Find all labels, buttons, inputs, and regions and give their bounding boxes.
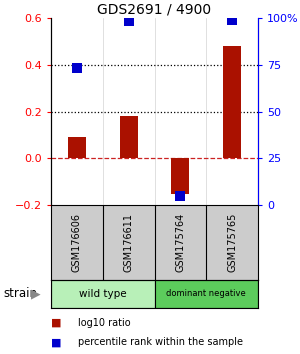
Text: percentile rank within the sample: percentile rank within the sample <box>78 337 243 348</box>
Bar <box>223 46 241 159</box>
Text: log10 ratio: log10 ratio <box>78 318 130 328</box>
Bar <box>120 116 138 159</box>
Bar <box>171 159 189 194</box>
Point <box>126 19 131 24</box>
Text: ▶: ▶ <box>31 287 41 300</box>
Text: ■: ■ <box>51 318 62 328</box>
Text: wild type: wild type <box>79 289 127 299</box>
Text: strain: strain <box>3 287 37 300</box>
Text: GSM175765: GSM175765 <box>227 213 237 272</box>
Title: GDS2691 / 4900: GDS2691 / 4900 <box>98 2 212 17</box>
Text: GSM176606: GSM176606 <box>72 213 82 272</box>
Bar <box>68 137 86 159</box>
Point <box>74 65 79 71</box>
Text: dominant negative: dominant negative <box>167 289 246 298</box>
Point <box>230 17 235 22</box>
Text: GSM176611: GSM176611 <box>124 213 134 272</box>
Bar <box>154 280 258 308</box>
Point <box>178 193 183 199</box>
Text: ■: ■ <box>51 337 62 348</box>
Text: GSM175764: GSM175764 <box>176 213 185 272</box>
Bar <box>51 280 154 308</box>
